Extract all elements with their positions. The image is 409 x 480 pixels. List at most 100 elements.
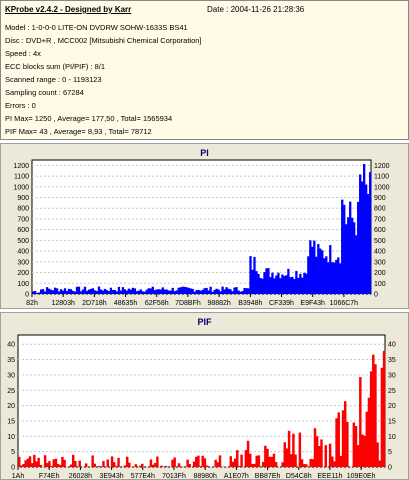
data-bar: [181, 286, 184, 294]
data-bar: [253, 463, 256, 467]
data-bar: [285, 448, 289, 467]
data-bar: [69, 289, 73, 294]
x-tick-label: 88980h: [193, 473, 216, 479]
x-tick-label: 7013Fh: [162, 473, 186, 479]
data-bar: [186, 459, 189, 467]
data-bar: [215, 288, 218, 294]
data-bar: [249, 256, 252, 294]
data-bar: [199, 466, 202, 467]
data-bar: [109, 287, 113, 294]
data-bar: [63, 288, 67, 294]
data-bar: [191, 288, 194, 294]
data-bar: [106, 459, 109, 467]
data-bar: [123, 289, 127, 294]
y-tick-label-left: 5: [11, 449, 15, 456]
y-tick-label-right: 900: [374, 195, 386, 202]
y-tick-label-left: 0: [25, 292, 29, 299]
data-bar: [169, 290, 172, 294]
data-bar: [299, 273, 302, 294]
y-tick-label-left: 200: [17, 270, 29, 277]
data-bar: [353, 222, 356, 294]
data-bar: [78, 460, 81, 467]
x-tick-label: E9F43h: [300, 300, 325, 307]
data-bar: [233, 287, 236, 294]
data-bar: [324, 445, 328, 467]
y-tick-label-right: 0: [388, 465, 392, 472]
data-bar: [305, 273, 308, 294]
data-bar: [363, 435, 366, 467]
x-tick-label: 3E943h: [100, 473, 124, 479]
data-bar: [233, 458, 237, 467]
data-bar: [216, 462, 220, 467]
data-bar: [331, 262, 334, 294]
data-bar: [171, 459, 174, 467]
data-bar: [361, 434, 364, 467]
data-bar: [255, 455, 258, 467]
data-bar: [77, 286, 81, 294]
data-bar: [153, 290, 156, 294]
data-bar: [290, 454, 293, 467]
data-bar: [61, 456, 64, 467]
data-bar: [52, 459, 55, 467]
pi-chart-title: PI: [200, 148, 209, 158]
data-bar: [99, 289, 103, 294]
data-bar: [47, 288, 51, 294]
data-bar: [221, 286, 224, 294]
data-bar: [141, 463, 144, 467]
data-bar: [251, 269, 254, 294]
y-tick-label-right: 40: [388, 342, 396, 349]
data-bar: [195, 456, 198, 467]
data-bar: [240, 454, 243, 467]
data-bar: [331, 456, 334, 467]
data-bar: [45, 287, 49, 294]
data-bar: [55, 288, 59, 294]
data-bar: [134, 464, 138, 467]
data-bar: [20, 465, 23, 467]
data-bar: [311, 246, 314, 294]
data-bar: [93, 290, 97, 294]
data-bar: [333, 262, 336, 294]
data-bar: [309, 240, 312, 294]
data-bar: [285, 275, 288, 294]
data-bar: [361, 181, 364, 294]
x-tick-label: 62F58h: [145, 300, 169, 307]
data-bar: [266, 448, 269, 467]
data-bar: [151, 286, 154, 294]
data-bar: [74, 461, 77, 467]
data-bar: [205, 287, 208, 294]
x-tick-label: F74Eh: [39, 473, 60, 479]
data-bar: [163, 289, 166, 294]
info-speed: Speed : 4x: [5, 49, 41, 58]
data-bar: [320, 439, 323, 467]
data-bar: [213, 289, 216, 294]
y-tick-label-right: 100: [374, 281, 386, 288]
data-bar: [300, 459, 304, 467]
data-bar: [277, 272, 280, 294]
data-bar: [237, 290, 240, 294]
data-bar: [382, 350, 386, 467]
data-bar: [313, 428, 317, 467]
y-tick-label-left: 35: [7, 357, 15, 364]
info-ecc: ECC blocks sum (PI/PIF) : 8/1: [5, 62, 106, 71]
data-bar: [301, 277, 304, 294]
data-bar: [245, 288, 248, 294]
data-bar: [79, 291, 83, 294]
data-bar: [311, 459, 315, 467]
data-bar: [185, 287, 188, 294]
data-bar: [81, 289, 85, 294]
data-bar: [18, 456, 21, 467]
data-bar: [211, 291, 214, 294]
data-bar: [33, 291, 37, 294]
data-bar: [323, 258, 326, 294]
data-bar: [192, 461, 196, 467]
y-tick-label-right: 1200: [374, 163, 390, 170]
y-tick-label-left: 700: [17, 216, 29, 223]
app-title: KProbe v2.4.2 - Designed by Karr: [5, 5, 132, 14]
data-bar: [287, 430, 291, 467]
data-bar: [369, 172, 372, 294]
data-bar: [113, 289, 117, 294]
data-bar: [363, 164, 366, 294]
data-bar: [359, 377, 362, 467]
info-errors: Errors : 0: [5, 101, 36, 110]
